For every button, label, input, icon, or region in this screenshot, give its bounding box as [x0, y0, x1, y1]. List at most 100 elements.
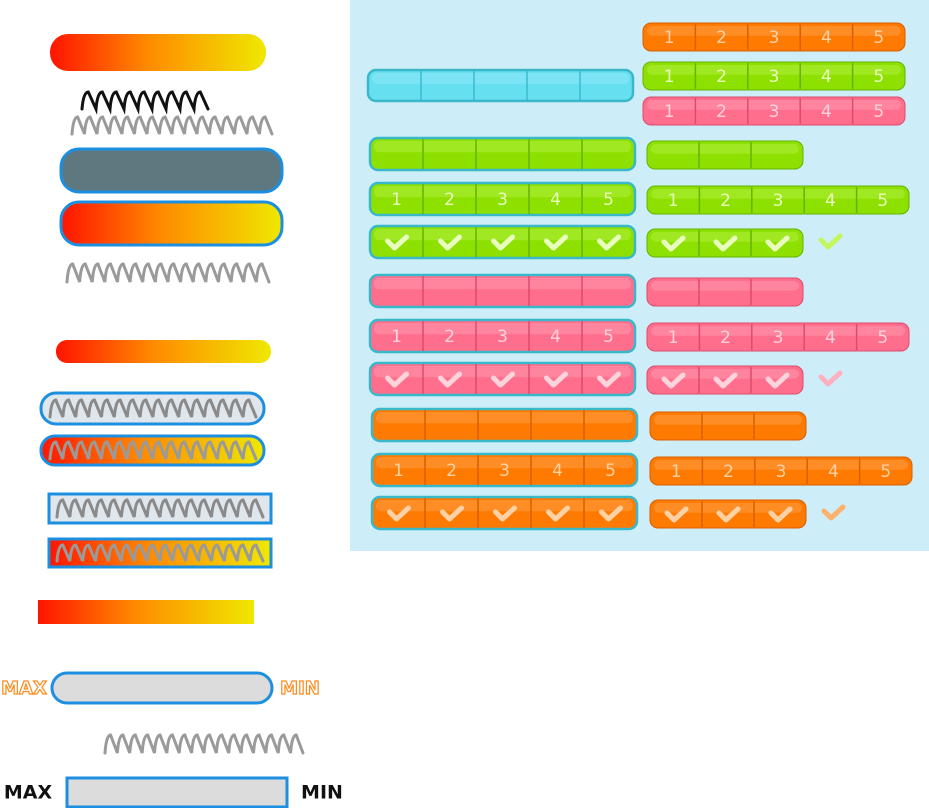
check-icon [821, 504, 846, 521]
bar-highlight [654, 415, 802, 425]
segment-number: 4 [821, 67, 832, 87]
bar-highlight [647, 100, 901, 110]
bar-body [368, 136, 637, 172]
segment-number: 4 [828, 462, 839, 482]
bar-highlight [651, 189, 905, 199]
segmented-bar [368, 224, 637, 260]
segment-number: 3 [769, 67, 780, 87]
check-icon [661, 372, 686, 389]
gradient-bar [50, 34, 266, 71]
segment-number: 1 [393, 461, 404, 481]
bar-highlight [651, 281, 799, 291]
check-icon [664, 506, 689, 523]
bar-highlight [374, 186, 631, 198]
segment-number: 2 [723, 462, 734, 482]
bar-highlight [374, 229, 631, 241]
bar-body [370, 452, 639, 488]
bar-body [642, 96, 906, 126]
gradient-rect [38, 600, 254, 624]
segmented-bar [370, 407, 639, 443]
segment-number: 1 [391, 190, 402, 210]
segmented-bar: 1 2 3 4 5 [649, 456, 913, 486]
segment-number: 5 [603, 190, 614, 210]
segment-number: 2 [720, 191, 731, 211]
segment-number: 3 [497, 190, 508, 210]
bar-highlight [376, 457, 633, 469]
segment-number: 1 [668, 328, 679, 348]
segment-number: 3 [497, 327, 508, 347]
segmented-bar: 1 2 3 4 5 [370, 452, 639, 488]
segment-number: 3 [769, 28, 780, 48]
check-icon [768, 506, 793, 523]
segmented-bar: 1 2 3 4 5 [642, 22, 906, 52]
min-label: MIN [280, 678, 320, 699]
gray-bar [59, 147, 284, 194]
segment-number: 3 [769, 102, 780, 122]
check-icon [385, 371, 409, 388]
segment-number: 5 [605, 461, 616, 481]
check-icon [599, 505, 623, 522]
gradient-framed-bar [59, 200, 284, 247]
segment-number: 4 [821, 102, 832, 122]
segmented-bar [366, 68, 635, 103]
segment-number: 4 [552, 461, 563, 481]
bar-body [642, 61, 906, 91]
segmented-bar: 1 2 3 4 5 [646, 322, 910, 352]
bar-highlight [654, 460, 908, 470]
check-icon [818, 370, 843, 387]
range-bar [50, 671, 274, 705]
check-icon [385, 234, 409, 251]
spring [48, 398, 258, 419]
segment-number: 2 [446, 461, 457, 481]
segmented-bar [649, 411, 807, 441]
bar-highlight [647, 65, 901, 75]
spring [48, 440, 258, 461]
max-label: MAX [1, 678, 47, 699]
max-label: MAX [4, 782, 53, 804]
segmented-bar [646, 228, 804, 258]
min-label: MIN [301, 782, 343, 804]
bar-body [366, 68, 635, 103]
segmented-bar [646, 140, 804, 170]
segment-number: 3 [499, 461, 510, 481]
segmented-bar: 1 2 3 4 5 [642, 96, 906, 126]
bar-body [368, 224, 637, 260]
spring [80, 90, 210, 115]
segment-number: 4 [550, 327, 561, 347]
segment-number: 2 [720, 328, 731, 348]
segmented-bar [368, 136, 637, 172]
bar-highlight [647, 26, 901, 36]
segment-number: 2 [716, 102, 727, 122]
segment-number: 2 [716, 28, 727, 48]
bar-body [646, 277, 804, 307]
segment-number: 4 [825, 191, 836, 211]
bar-body [646, 322, 910, 352]
bar-highlight [651, 369, 799, 379]
spring [70, 115, 274, 136]
gradient-thin-bar [56, 340, 271, 363]
spring [55, 498, 265, 519]
segment-number: 1 [664, 67, 675, 87]
check-icon [597, 371, 621, 388]
bar-body [649, 411, 807, 441]
spring [65, 262, 271, 284]
check-icon [491, 234, 515, 251]
check-icon [716, 506, 741, 523]
bar-highlight [374, 278, 631, 290]
bar-highlight [376, 412, 633, 424]
segment-number: 1 [664, 102, 675, 122]
bar-body [646, 140, 804, 170]
check-icon [765, 235, 790, 252]
segment-number: 1 [668, 191, 679, 211]
bar-body [368, 181, 637, 217]
segment-number: 5 [873, 102, 884, 122]
segment-number: 4 [550, 190, 561, 210]
segment-number: 3 [773, 191, 784, 211]
check-icon [661, 235, 686, 252]
spring [103, 733, 305, 755]
bar-highlight [651, 326, 905, 336]
bar-body [368, 273, 637, 309]
bar-body [649, 456, 913, 486]
check-icon [546, 505, 570, 522]
segment-number: 5 [873, 28, 884, 48]
